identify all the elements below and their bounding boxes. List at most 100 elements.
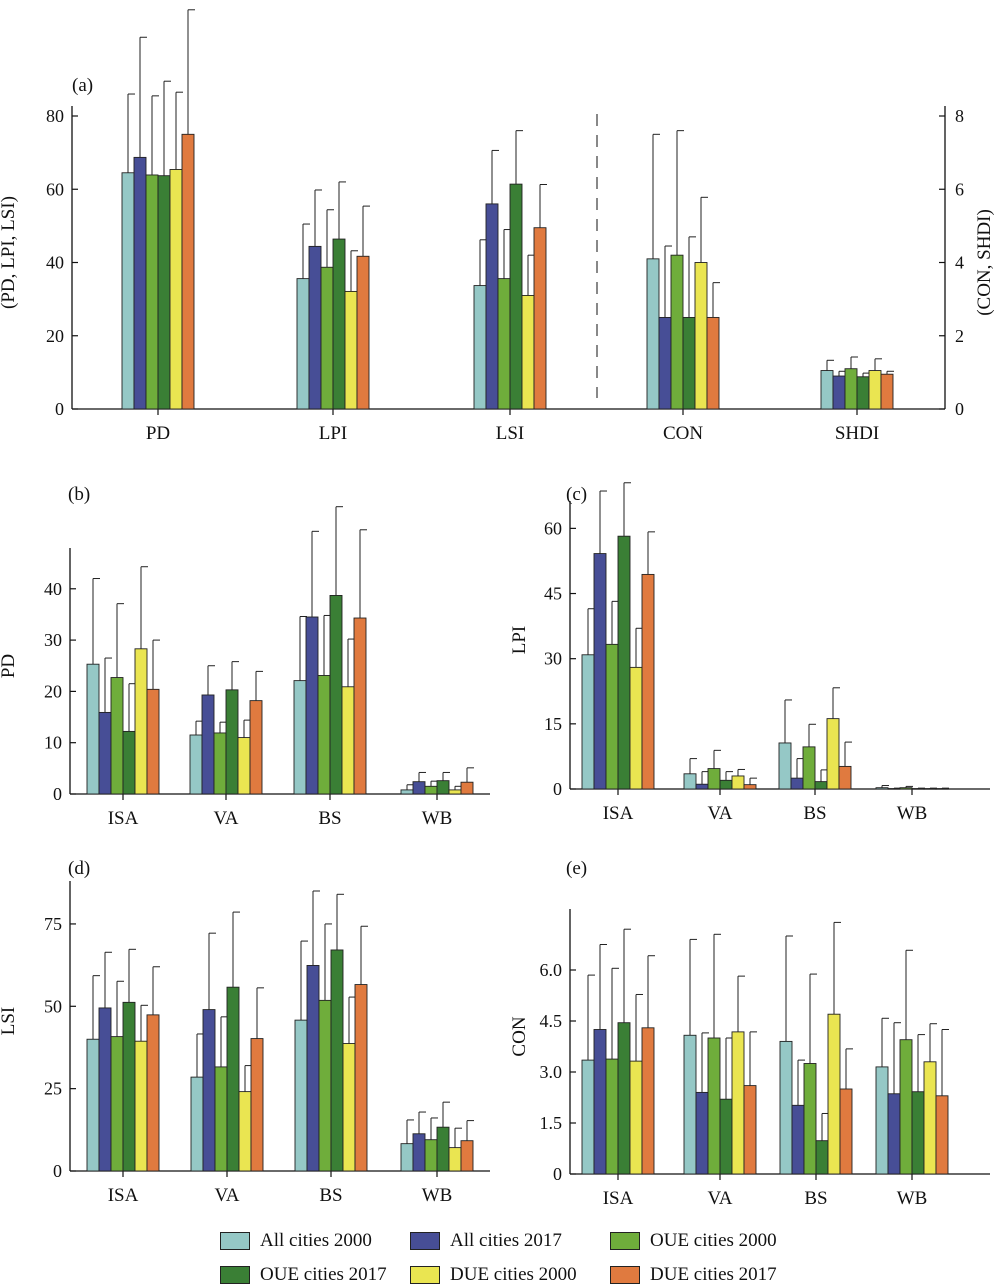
bar — [832, 375, 846, 410]
bar — [146, 688, 160, 795]
y-tick-label: 60 — [46, 179, 64, 199]
y-tick-label: 40 — [46, 253, 64, 273]
bar — [190, 1076, 204, 1172]
bar — [134, 1040, 148, 1172]
bar — [868, 370, 882, 410]
bar — [605, 643, 619, 790]
y-tick-label: 4.5 — [540, 1011, 563, 1031]
bar — [593, 553, 607, 790]
bar — [330, 949, 344, 1172]
y-tick-label: 45 — [544, 584, 562, 604]
bar — [641, 573, 655, 790]
bar — [670, 254, 684, 410]
bar — [293, 680, 307, 795]
y-tick-label: 1.5 — [540, 1113, 563, 1133]
x-tick-label: ISA — [603, 803, 634, 824]
bar — [133, 156, 147, 410]
bar — [436, 1126, 450, 1172]
panel-tag: (b) — [68, 484, 90, 505]
bar — [707, 768, 721, 790]
y-axis-label: (PD, LPI, LSI) — [0, 196, 19, 309]
y-tick-label: 3.0 — [540, 1062, 563, 1082]
bar — [412, 781, 426, 795]
legend-label: DUE cities 2000 — [450, 1264, 577, 1285]
bar — [305, 616, 319, 795]
bar — [646, 258, 660, 410]
x-tick-label: WB — [422, 808, 453, 829]
x-tick-label: VA — [214, 808, 239, 829]
x-tick-label: VA — [708, 1188, 733, 1209]
x-tick-label: BS — [803, 803, 826, 824]
y-tick-label: 0 — [53, 784, 62, 804]
bar — [731, 775, 745, 790]
bar — [521, 295, 535, 410]
bar — [98, 711, 112, 795]
legend-item-due-2017: DUE cities 2017 — [610, 1262, 777, 1288]
x-tick-label: LPI — [319, 423, 348, 444]
legend-swatch — [610, 1266, 640, 1284]
bar — [145, 174, 159, 410]
bar — [682, 316, 696, 410]
bar — [341, 686, 355, 795]
y-tick-label: 0 — [53, 1161, 62, 1181]
bar — [815, 1140, 829, 1175]
bar — [213, 732, 227, 795]
bar — [249, 700, 263, 795]
bar — [86, 663, 100, 795]
bar — [658, 316, 672, 410]
bar — [827, 1013, 841, 1175]
legend-swatch — [220, 1232, 250, 1250]
legend-label: All cities 2017 — [450, 1230, 562, 1251]
bar — [318, 999, 332, 1172]
bar — [935, 788, 949, 790]
figure: 0 20 40 60 80 0 2 4 6 8 (CON, SHDI) (PD, LPI, LSI) (… — [0, 9, 995, 1209]
bar — [342, 1043, 356, 1172]
x-tick-label: VA — [215, 1185, 240, 1206]
bar — [695, 783, 709, 790]
y-tick-label-right: 2 — [955, 326, 964, 346]
bar — [899, 787, 913, 790]
bar — [329, 595, 343, 795]
x-tick-label: WB — [897, 803, 928, 824]
bar — [887, 788, 901, 790]
bar — [683, 773, 697, 790]
bar — [617, 1022, 631, 1175]
bar — [237, 737, 251, 795]
bar — [629, 1060, 643, 1175]
y-tick-label: 25 — [44, 1079, 62, 1099]
bar — [719, 1098, 733, 1175]
bar — [743, 784, 757, 790]
bar — [743, 1085, 757, 1175]
legend-item-oue-2000: OUE cities 2000 — [610, 1228, 777, 1254]
legend-item-oue-2017: OUE cities 2017 — [220, 1262, 387, 1288]
bar — [306, 964, 320, 1172]
y-tick-label: 30 — [544, 649, 562, 669]
bar — [509, 183, 523, 410]
bar — [533, 227, 547, 410]
bar — [629, 666, 643, 790]
x-tick-label: WB — [897, 1188, 928, 1209]
y-axis-label-right: (CON, SHDI) — [974, 209, 995, 316]
y-tick-label: 40 — [44, 579, 62, 599]
bar — [353, 617, 367, 795]
bar — [838, 765, 852, 790]
bar — [354, 984, 368, 1172]
bar — [436, 780, 450, 795]
y-tick-label: 6.0 — [540, 960, 563, 980]
bar — [214, 1066, 228, 1172]
y-axis-label: LPI — [509, 626, 530, 655]
x-tick-label: LSI — [496, 423, 525, 444]
bar — [935, 1095, 949, 1175]
y-tick-label: 75 — [44, 914, 62, 934]
bar — [923, 1061, 937, 1175]
x-tick-label: SHDI — [835, 423, 879, 444]
legend-label: All cities 2000 — [260, 1230, 372, 1251]
bar — [814, 781, 828, 790]
y-tick-label-right: 4 — [955, 253, 964, 273]
panel-d: 0 25 50 75 LSI (d) ISA VA BS WB — [0, 858, 490, 1206]
bar — [86, 1038, 100, 1172]
bar — [181, 133, 195, 410]
bar — [581, 654, 595, 790]
bar — [134, 648, 148, 795]
bar — [448, 789, 462, 795]
